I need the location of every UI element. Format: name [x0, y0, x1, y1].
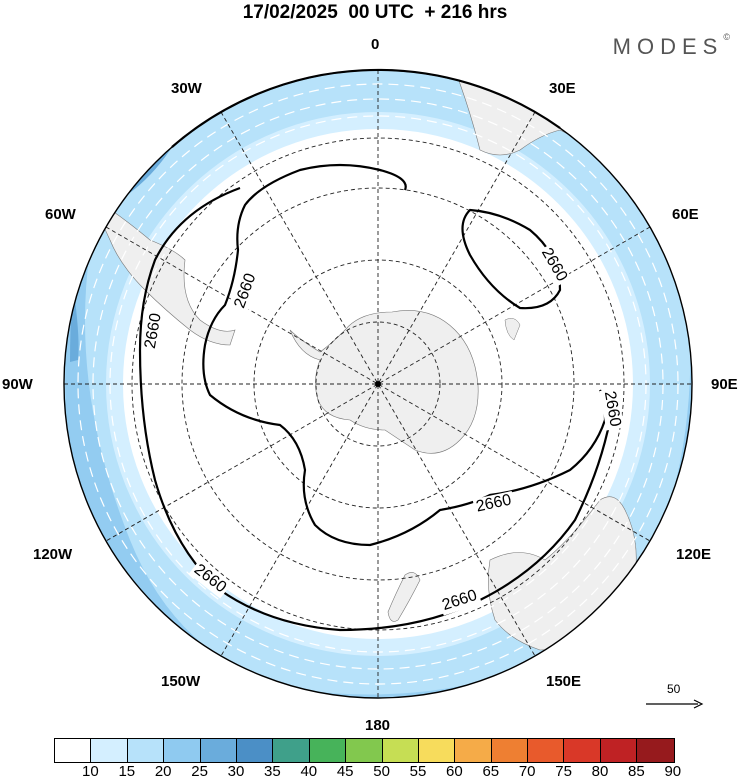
colorbar-cell: [600, 739, 638, 762]
colorbar-tick-label: 65: [482, 763, 500, 780]
colorbar-tick-label: 60: [446, 763, 463, 780]
arrow-right-icon: [646, 699, 704, 709]
brand-text: MODES: [612, 34, 724, 59]
colorbar-tick-label: 55: [409, 763, 427, 780]
colorbar-tick-label: 45: [336, 763, 354, 780]
pole-marker: [375, 381, 381, 387]
lon-label: 120E: [676, 546, 712, 563]
copyright-mark: ©: [723, 32, 730, 42]
colorbar-cell: [164, 739, 201, 762]
jet-core-west: [65, 250, 260, 698]
colorbar-tick-label: 10: [82, 763, 99, 780]
colorbar-cell: [637, 739, 674, 762]
colorbar-cell: [200, 739, 237, 762]
colorbar-cell: [455, 739, 492, 762]
colorbar-cell: [91, 739, 128, 762]
colorbar-tick-label: 75: [555, 763, 572, 780]
lon-label: 180: [365, 717, 391, 734]
lon-label: 150E: [546, 673, 582, 690]
colorbar-cell: [236, 739, 274, 762]
lon-label: 90W: [2, 376, 33, 393]
colorbar-cell: [491, 739, 529, 762]
graticule: [64, 70, 692, 698]
colorbar-tick-label: 15: [118, 763, 136, 780]
colorbar-cell: [528, 739, 565, 762]
colorbar-tick-label: 80: [591, 763, 609, 780]
colorbar-cell: [55, 739, 92, 762]
contour-2660: [138, 163, 612, 632]
colorbar-cell: [127, 739, 165, 762]
colorbar-cell: [382, 739, 419, 762]
colorbar-tick-label: 20: [154, 763, 172, 780]
lon-label: 30E: [549, 80, 576, 97]
new-zealand: [387, 572, 421, 622]
antarctica: [289, 310, 479, 454]
colorbar-cell: [564, 739, 601, 762]
colorbar-tick-label: 70: [518, 763, 536, 780]
reference-vector-label: 50: [667, 682, 681, 696]
colorbar-tick-label: 40: [300, 763, 318, 780]
colorbar-cell: [346, 739, 383, 762]
lon-label: 60W: [45, 206, 76, 223]
colorbar-tick-label: 35: [264, 763, 281, 780]
colorbar-tick-label: 90: [664, 763, 682, 780]
colorbar-cell: [309, 739, 347, 762]
map-title: 17/02/2025 00 UTC + 216 hrs: [242, 2, 508, 23]
colorbar-tick-label: 50: [373, 763, 390, 780]
lon-label: 60E: [672, 206, 699, 223]
modes-logo: MODES©: [612, 32, 730, 60]
lon-label: 30W: [171, 80, 202, 97]
lon-label: 120W: [33, 546, 73, 563]
colorbar-cell: [273, 739, 310, 762]
lon-label: 90E: [711, 376, 738, 393]
colorbar: [54, 738, 675, 763]
colorbar-tick-label: 85: [628, 763, 645, 780]
map-boundary-arc: [171, 68, 561, 148]
colorbar-tick-label: 30: [227, 763, 245, 780]
lon-label: 0: [371, 36, 380, 53]
lon-label: 150W: [161, 673, 201, 690]
madagascar: [504, 318, 521, 341]
colorbar-tick-label: 25: [191, 763, 208, 780]
colorbar-cell: [418, 739, 456, 762]
